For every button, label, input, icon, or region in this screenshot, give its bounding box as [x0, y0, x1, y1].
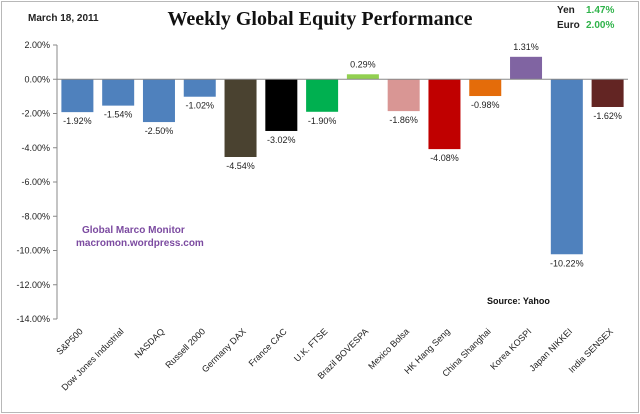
date-label: March 18, 2011 [28, 13, 99, 24]
data-label: -4.54% [226, 161, 255, 171]
bar [550, 79, 583, 255]
bar [510, 56, 543, 80]
data-label: -1.90% [308, 116, 337, 126]
bar [469, 79, 502, 97]
data-label: -10.22% [550, 258, 584, 268]
bar [346, 74, 379, 80]
fx-euro-value: 2.00% [586, 20, 615, 31]
data-label: 1.31% [513, 42, 539, 52]
bar [61, 79, 94, 113]
data-label: -2.50% [145, 126, 174, 136]
bar [428, 79, 461, 150]
watermark-title: Global Marco Monitor [82, 225, 185, 236]
x-tick-label: Mexico Bolsa [366, 326, 411, 371]
y-tick-label: 0.00% [24, 74, 50, 84]
bar [102, 79, 135, 106]
x-tick-label: Russell 2000 [163, 326, 207, 370]
fx-yen-value: 1.47% [586, 5, 615, 16]
y-tick-label: -2.00% [21, 109, 50, 119]
fx-euro-label: Euro [557, 20, 580, 31]
y-tick-label: -12.00% [16, 280, 50, 290]
data-label: -4.08% [430, 153, 459, 163]
y-tick-label: -8.00% [21, 211, 50, 221]
x-tick-label: Korea KOSPI [488, 326, 533, 371]
data-label: -0.98% [471, 100, 500, 110]
data-label: -1.92% [63, 116, 92, 126]
y-tick-label: 2.00% [24, 40, 50, 50]
bar [591, 79, 624, 107]
watermark-url: macromon.wordpress.com [76, 238, 204, 249]
x-tick-label: S&P500 [54, 326, 84, 356]
y-tick-label: -4.00% [21, 143, 50, 153]
data-label: 0.29% [350, 59, 376, 69]
source-label: Source: Yahoo [487, 296, 550, 306]
bar [224, 79, 257, 157]
x-tick-label: NASDAQ [132, 326, 166, 360]
data-label: -1.54% [104, 110, 133, 120]
bar [265, 79, 298, 131]
bar [306, 79, 339, 112]
data-label: -1.86% [389, 115, 418, 125]
data-label: -3.02% [267, 135, 296, 145]
bar [142, 79, 175, 123]
y-tick-label: -14.00% [16, 314, 50, 324]
y-tick-label: -10.00% [16, 246, 50, 256]
data-label: -1.62% [593, 111, 622, 121]
x-tick-label: Germany DAX [200, 326, 248, 374]
fx-yen-label: Yen [557, 5, 575, 16]
bar [183, 79, 216, 97]
data-label: -1.02% [185, 101, 214, 111]
x-tick-label: France CAC [247, 326, 289, 368]
bar [387, 79, 420, 112]
y-tick-label: -6.00% [21, 177, 50, 187]
x-tick-label: U.K. FTSE [292, 326, 329, 363]
chart-title: Weekly Global Equity Performance [167, 8, 473, 30]
